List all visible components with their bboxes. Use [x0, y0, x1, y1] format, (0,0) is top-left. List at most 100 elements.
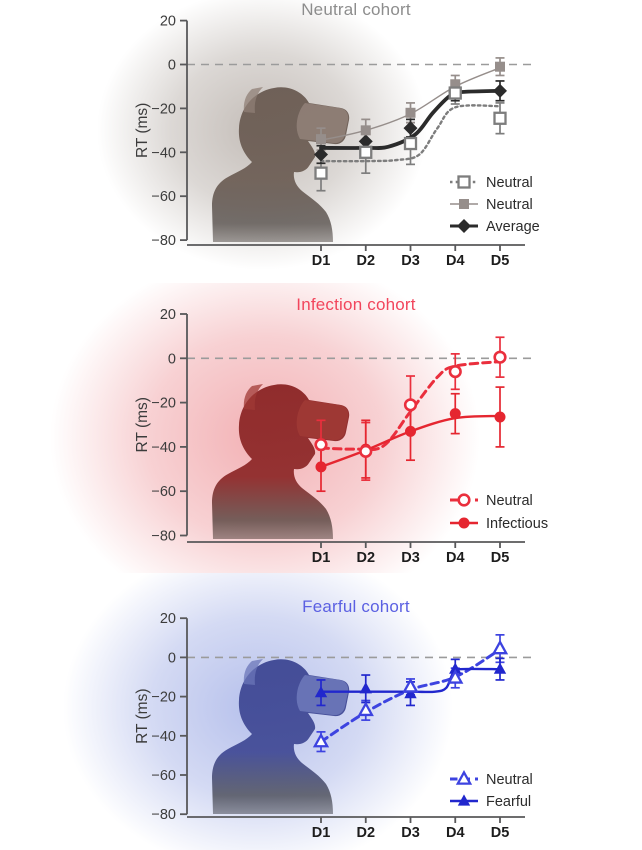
- panel-fearful-cohort: Fearful cohort 20 0 −20 −40 −60 −80 D1 D2 D3 D4 D5…: [0, 573, 642, 850]
- marker-open-square: [314, 166, 328, 180]
- y-axis-label: RT (ms): [134, 397, 151, 452]
- marker-filled-square: [450, 79, 461, 90]
- y-axis: [180, 19, 188, 242]
- xtick-label: D2: [356, 550, 375, 566]
- marker-open-circle: [493, 350, 507, 364]
- vr-headset-icon: [296, 103, 349, 144]
- marker-filled-diamond: [358, 134, 373, 149]
- marker-open-triangle: [491, 639, 509, 655]
- legend-label: Neutral: [486, 493, 533, 509]
- legend-label: Neutral: [486, 197, 533, 213]
- marker-filled-circle: [458, 517, 470, 529]
- chart-title-neutral-cohort: Neutral cohort: [301, 0, 411, 19]
- xtick-label: D3: [401, 825, 420, 841]
- marker-open-triangle: [455, 770, 473, 785]
- marker-open-circle: [359, 444, 373, 458]
- xtick-label: D3: [401, 550, 420, 566]
- marker-open-circle: [457, 493, 471, 507]
- vr-headset-strap: [243, 659, 263, 685]
- x-axis: [187, 244, 525, 251]
- marker-filled-square: [316, 134, 326, 145]
- chart-fearful-cohort: 20 0 −20 −40 −60 −80 D1 D2 D3 D4 D5 RT (ms) Neutral F…: [63, 573, 537, 850]
- marker-filled-square: [405, 107, 416, 118]
- ytick-label: −80: [151, 233, 176, 249]
- marker-filled-triangle: [493, 662, 507, 674]
- chart-title-fearful-cohort: Fearful cohort: [302, 597, 410, 616]
- marker-open-triangle: [357, 701, 374, 717]
- marker-filled-square: [495, 61, 505, 72]
- ytick-label: 20: [160, 14, 176, 30]
- xtick-label: D2: [356, 253, 375, 269]
- marker-filled-square: [360, 125, 371, 136]
- marker-filled-triangle: [404, 687, 417, 699]
- marker-filled-diamond: [493, 83, 507, 98]
- person-silhouette: [212, 87, 350, 242]
- ytick-label: 0: [168, 351, 176, 367]
- xtick-label: D2: [356, 825, 375, 841]
- marker-filled-circle: [494, 411, 506, 423]
- marker-filled-triangle: [449, 662, 462, 674]
- marker-open-circle: [448, 364, 462, 379]
- person-silhouette: [212, 384, 350, 539]
- xtick-label: D1: [312, 825, 331, 841]
- y-axis: [180, 617, 188, 816]
- marker-open-circle: [314, 438, 328, 452]
- xtick-label: D5: [491, 825, 510, 841]
- ytick-label: 20: [160, 611, 176, 627]
- vr-headset-strap: [243, 87, 263, 113]
- chart-title-infection-cohort: Infection cohort: [296, 295, 416, 314]
- fit-line: [319, 360, 502, 452]
- marker-filled-diamond: [457, 219, 471, 233]
- legend: Neutral Infectious: [450, 493, 548, 532]
- x-axis: [187, 541, 525, 548]
- legend-label: Fearful: [486, 794, 531, 810]
- ytick-label: −60: [151, 484, 176, 500]
- xtick-label: D3: [401, 253, 420, 269]
- legend-label: Neutral: [486, 772, 533, 788]
- y-axis-label: RT (ms): [134, 688, 151, 743]
- marker-open-square: [448, 86, 462, 100]
- marker-open-square: [457, 175, 471, 189]
- xtick-label: D5: [491, 253, 510, 269]
- xtick-label: D5: [491, 550, 510, 566]
- panel-infection-cohort: Infection cohort 20 0 −20 −40 −60 −80 D1 D2 D3 D4…: [0, 283, 642, 573]
- xtick-label: D4: [446, 253, 465, 269]
- ytick-label: −80: [151, 807, 176, 823]
- vr-headset-strap: [243, 384, 263, 410]
- ytick-label: −20: [151, 690, 176, 706]
- ytick-label: −80: [151, 529, 176, 545]
- x-axis: [187, 816, 525, 823]
- chart-infection-cohort: 20 0 −20 −40 −60 −80 D1 D2 D3 D4 D5 RT (ms) Neutral I…: [50, 283, 548, 573]
- xtick-label: D4: [446, 825, 465, 841]
- xtick-label: D1: [312, 550, 331, 566]
- ytick-label: −20: [151, 396, 176, 412]
- ytick-label: −20: [151, 101, 176, 117]
- marker-filled-triangle: [457, 794, 471, 806]
- marker-filled-square: [459, 199, 469, 209]
- marker-open-circle: [403, 398, 418, 412]
- marker-filled-circle: [405, 425, 416, 437]
- marker-filled-diamond: [314, 147, 328, 162]
- legend-label: Neutral: [486, 175, 533, 191]
- marker-open-triangle: [402, 677, 419, 693]
- y-axis: [180, 313, 188, 537]
- panel-neutral-cohort: Neutral cohort 20 0 −20 −40 −60 −80 D1 D2 D3 D4 D5…: [0, 0, 642, 283]
- ytick-label: −40: [151, 440, 176, 456]
- marker-filled-triangle: [314, 686, 328, 698]
- marker-open-triangle: [312, 732, 330, 748]
- legend: Neutral Neutral Average: [450, 175, 540, 235]
- marker-filled-circle: [449, 408, 461, 420]
- ytick-label: 20: [160, 307, 176, 323]
- xtick-label: D1: [312, 253, 331, 269]
- ytick-label: −60: [151, 768, 176, 784]
- marker-filled-diamond: [403, 121, 418, 136]
- marker-open-square: [493, 111, 507, 125]
- marker-open-square: [359, 145, 373, 159]
- y-axis-label: RT (ms): [134, 103, 151, 158]
- ytick-label: −40: [151, 729, 176, 745]
- ytick-label: −40: [151, 145, 176, 161]
- marker-open-triangle: [447, 669, 464, 684]
- marker-filled-triangle: [359, 682, 372, 694]
